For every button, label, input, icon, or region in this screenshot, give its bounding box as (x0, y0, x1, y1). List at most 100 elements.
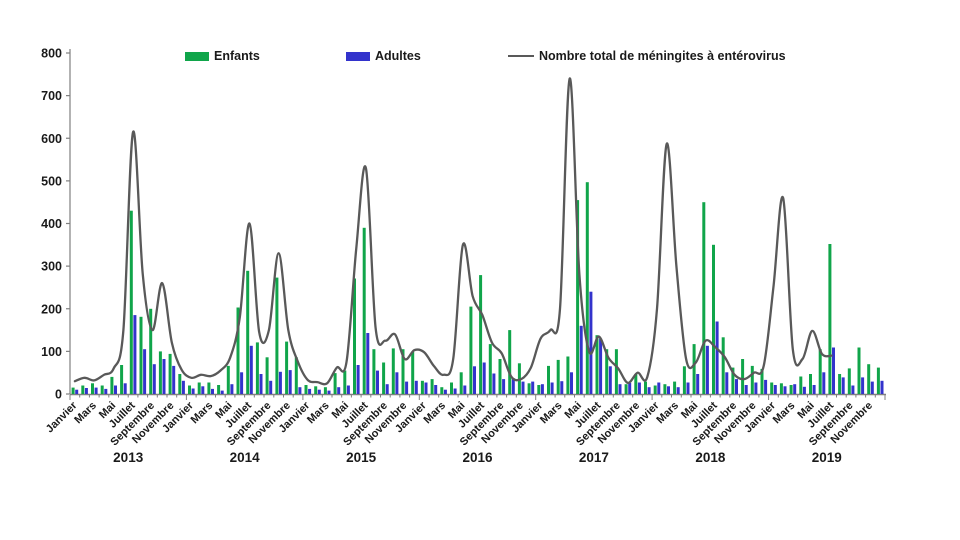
bar-adultes (492, 373, 496, 394)
bar-enfants (537, 385, 541, 394)
bar-adultes (540, 384, 544, 394)
bar-adultes (637, 382, 641, 394)
bar-adultes (249, 345, 253, 394)
bar-adultes (531, 381, 535, 394)
bar-enfants (333, 373, 337, 394)
bar-adultes (754, 382, 758, 394)
year-label: 2016 (462, 450, 493, 465)
bar-adultes (346, 385, 350, 394)
bar-enfants (692, 344, 696, 394)
bar-enfants (809, 374, 812, 394)
legend-label-total: Nombre total de méningites à entérovirus (539, 49, 786, 63)
bar-adultes (395, 372, 399, 394)
bar-enfants (469, 306, 473, 394)
bar-adultes (298, 387, 302, 394)
bar-adultes (579, 325, 583, 394)
bar-enfants (323, 387, 327, 394)
x-tick-label: Mars (189, 400, 216, 427)
bar-enfants (498, 359, 502, 394)
bar-enfants (81, 385, 85, 394)
bar-enfants (158, 351, 162, 394)
bar-enfants (246, 270, 250, 394)
bar-enfants (547, 365, 550, 394)
bar-adultes (676, 387, 680, 394)
bar-adultes (337, 387, 341, 394)
bar-enfants (265, 357, 269, 394)
bar-adultes (482, 362, 486, 394)
bar-enfants (488, 344, 492, 394)
bar-enfants (197, 382, 201, 394)
bar-adultes (94, 387, 98, 394)
bar-adultes (385, 384, 389, 394)
adultes-color-swatch-icon (346, 51, 370, 61)
bar-adultes (308, 388, 312, 394)
bar-enfants (168, 353, 172, 394)
bar-enfants (731, 367, 735, 394)
bar-enfants (673, 381, 677, 394)
bar-adultes (133, 315, 137, 394)
bar-adultes (647, 387, 651, 394)
bar-adultes (356, 365, 360, 394)
bar-enfants (644, 381, 647, 394)
bar-adultes (240, 372, 244, 394)
bar-adultes (822, 372, 826, 394)
total-line-swatch-icon (508, 54, 534, 58)
bar-enfants (450, 382, 453, 394)
bar-adultes (230, 384, 234, 394)
bar-enfants (653, 385, 657, 394)
bar-enfants (459, 372, 463, 394)
svg-text:300: 300 (41, 260, 62, 274)
total-line (73, 77, 833, 386)
bar-enfants (566, 356, 570, 394)
year-label: 2014 (230, 450, 261, 465)
bar-enfants (702, 202, 706, 394)
bar-adultes (405, 381, 409, 394)
bar-enfants (275, 277, 279, 394)
bar-adultes (220, 390, 224, 394)
bar-adultes (453, 388, 457, 394)
bar-adultes (288, 370, 292, 394)
year-label: 2013 (113, 450, 144, 465)
enfants-color-swatch-icon (185, 51, 209, 61)
bar-enfants (110, 376, 114, 394)
x-tick-label: Mars (538, 400, 565, 427)
bar-enfants (71, 387, 75, 394)
bar-adultes (376, 370, 379, 394)
bar-adultes (443, 389, 447, 394)
x-tick-label: Mars (654, 400, 681, 427)
bar-adultes (434, 385, 438, 394)
bar-adultes (705, 345, 709, 394)
bar-adultes (773, 385, 777, 394)
bar-enfants (721, 337, 725, 394)
bar-adultes (123, 383, 127, 394)
bar-adultes (152, 364, 156, 394)
bar-enfants (595, 335, 599, 394)
bar-enfants (372, 349, 376, 394)
bar-enfants (226, 365, 230, 394)
bar-adultes (570, 372, 573, 394)
bar-enfants (382, 362, 386, 394)
bar-adultes (473, 366, 476, 394)
bar-adultes (278, 371, 282, 394)
bar-enfants (876, 367, 880, 394)
bar-enfants (304, 385, 308, 394)
bar-adultes (764, 379, 768, 394)
bar-adultes (181, 380, 185, 394)
bar-enfants (682, 366, 686, 394)
bar-adultes (667, 386, 670, 394)
bar-enfants (576, 200, 580, 394)
bar-enfants (634, 374, 638, 394)
bar-enfants (750, 365, 754, 394)
bar-enfants (255, 342, 259, 394)
bar-enfants (712, 244, 715, 394)
bar-enfants (129, 210, 133, 394)
bar-adultes (191, 388, 195, 394)
bar-enfants (867, 364, 871, 394)
bar-adultes (511, 378, 515, 394)
legend-item-adultes: Adultes (346, 49, 421, 63)
bar-enfants (527, 383, 531, 394)
bar-enfants (770, 382, 774, 394)
bar-adultes (172, 365, 176, 394)
